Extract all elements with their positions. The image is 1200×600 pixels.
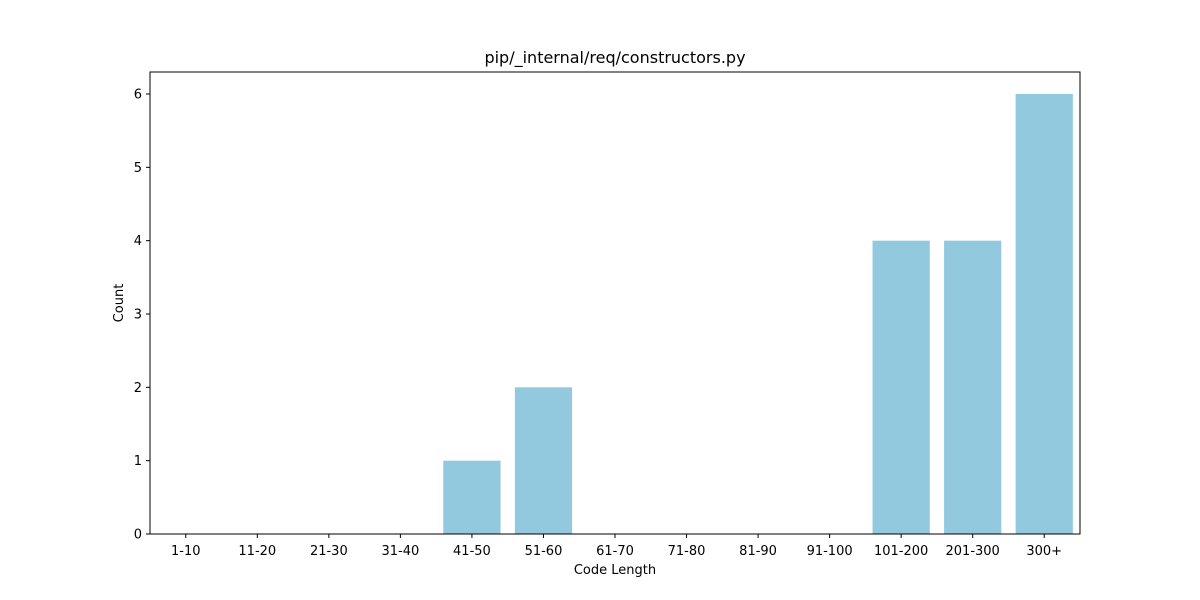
y-tick-label: 2 bbox=[134, 381, 142, 396]
x-tick-label: 71-80 bbox=[668, 544, 706, 559]
bar-101-200 bbox=[872, 240, 930, 535]
y-axis-label: Count bbox=[112, 284, 127, 323]
x-tick-label: 91-100 bbox=[807, 544, 853, 559]
x-axis-label: Code Length bbox=[574, 563, 656, 578]
bar-201-300 bbox=[944, 240, 1002, 535]
y-tick-label: 6 bbox=[134, 88, 142, 103]
plot-frame bbox=[149, 71, 1081, 535]
x-axis: 1-10 11-20 21-30 31-40 41-50 51-60 61-70 71-80 8… bbox=[171, 534, 1062, 559]
x-tick-label: 41-50 bbox=[453, 544, 491, 559]
x-tick-label: 61-70 bbox=[596, 544, 634, 559]
y-tick-label: 1 bbox=[134, 454, 142, 469]
x-tick-label: 11-20 bbox=[238, 544, 276, 559]
y-tick-label: 3 bbox=[134, 308, 142, 323]
bar-51-60 bbox=[514, 387, 573, 534]
y-tick-label: 0 bbox=[134, 528, 142, 543]
chart-title: pip/_internal/req/constructors.py bbox=[484, 48, 745, 68]
y-axis: 0 1 2 3 4 5 6 bbox=[134, 88, 150, 543]
x-tick-label: 300+ bbox=[1026, 544, 1062, 559]
x-tick-label: 21-30 bbox=[310, 544, 348, 559]
x-tick-label: 81-90 bbox=[739, 544, 777, 559]
x-tick-label: 101-200 bbox=[874, 544, 928, 559]
x-tick-label: 31-40 bbox=[381, 544, 419, 559]
plot-area bbox=[443, 94, 1073, 535]
y-tick-label: 4 bbox=[134, 234, 142, 249]
x-tick-label: 51-60 bbox=[525, 544, 563, 559]
bar-41-50 bbox=[443, 460, 501, 534]
bar-300+ bbox=[1015, 94, 1073, 534]
x-tick-label: 201-300 bbox=[946, 544, 1000, 559]
x-tick-label: 1-10 bbox=[171, 544, 201, 559]
y-tick-label: 5 bbox=[134, 161, 142, 176]
